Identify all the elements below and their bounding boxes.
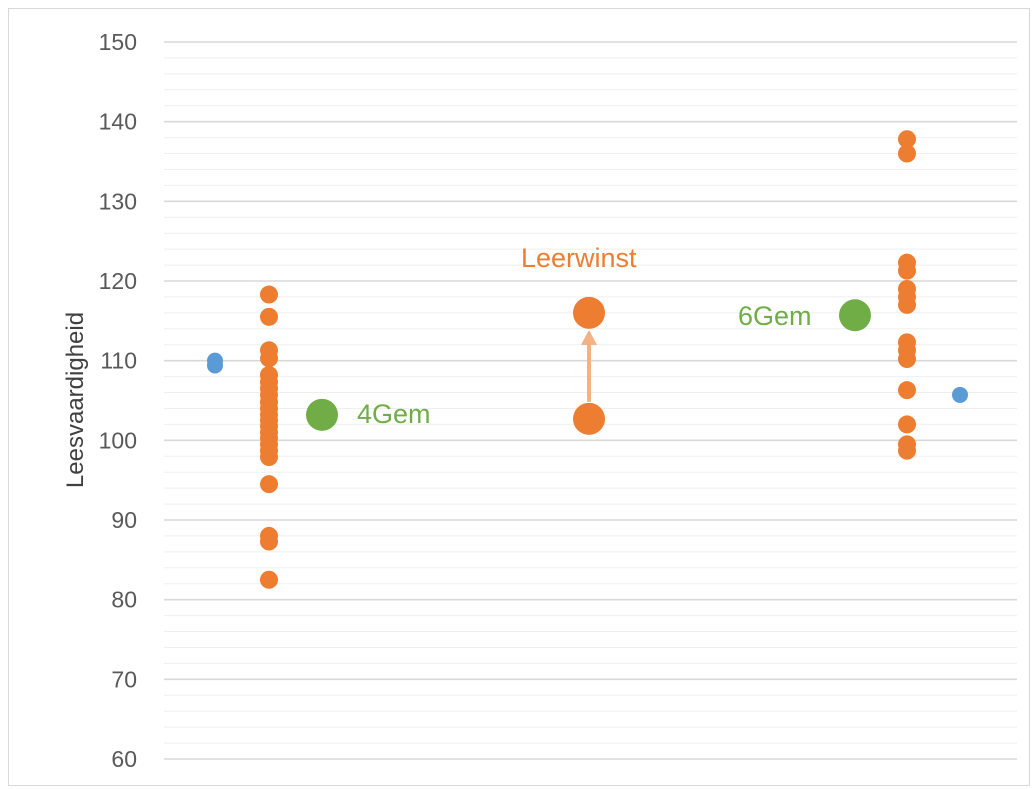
grade6-outlier-point: [952, 386, 968, 403]
grade4-point: [260, 532, 278, 551]
leerwinst-arrow: [581, 329, 597, 402]
y-tick-label: 90: [111, 507, 137, 533]
grade6-point: [898, 415, 916, 434]
y-tick-label: 120: [99, 268, 137, 294]
y-tick-label: 150: [99, 29, 137, 55]
annotation-leerwinst: Leerwinst: [521, 243, 637, 273]
y-tick-label: 80: [111, 587, 137, 613]
grade6-point: [898, 261, 916, 280]
y-tick-label: 130: [99, 188, 137, 214]
grade4-point: [260, 349, 278, 368]
grade6-point: [898, 381, 916, 400]
annotation-4gem: 4Gem: [357, 399, 431, 429]
grade6-mean-point: [839, 299, 871, 332]
arrow-head: [581, 329, 597, 345]
grade4-outlier-point: [207, 357, 223, 374]
grade4-point: [260, 285, 278, 304]
grade6-point: [898, 130, 916, 149]
leerwinst-point: [573, 402, 605, 435]
grade4-point: [260, 307, 278, 326]
grade6-point: [898, 295, 916, 314]
grade4-point: [260, 475, 278, 494]
y-tick-labels: 60 70 80 90 100 110 120 130 140 150: [99, 29, 137, 772]
annotation-6gem: 6Gem: [738, 301, 812, 331]
chart-svg: 60 70 80 90 100 110 120 130 140 150 Leesvaardighe…: [62, 29, 1017, 772]
y-tick-label: 100: [99, 427, 137, 453]
y-axis-title: Leesvaardigheid: [62, 312, 89, 488]
grade4-mean-point: [306, 398, 338, 431]
leerwinst-point: [573, 296, 605, 329]
y-tick-label: 140: [99, 109, 137, 135]
grade6-point: [898, 144, 916, 163]
y-tick-label: 110: [100, 348, 137, 374]
grade6-point: [898, 350, 916, 369]
y-tick-label: 70: [111, 666, 137, 692]
data-points: [207, 130, 968, 589]
chart-frame: 60 70 80 90 100 110 120 130 140 150 Leesvaardighe…: [8, 8, 1030, 786]
grade4-point: [260, 570, 278, 589]
y-tick-label: 60: [111, 746, 137, 772]
grade4-point: [260, 448, 278, 467]
grade6-point: [898, 441, 916, 460]
